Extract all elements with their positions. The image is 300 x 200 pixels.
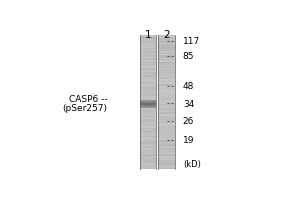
Text: --: -- — [166, 52, 176, 61]
Text: 2: 2 — [163, 30, 170, 40]
Text: 48: 48 — [183, 82, 194, 91]
Text: --: -- — [166, 117, 176, 126]
Text: 19: 19 — [183, 136, 194, 145]
Text: CASP6 --: CASP6 -- — [69, 95, 107, 104]
Text: 26: 26 — [183, 117, 194, 126]
Text: 34: 34 — [183, 100, 194, 109]
Text: --: -- — [166, 100, 176, 109]
Text: 117: 117 — [183, 37, 200, 46]
Text: (pSer257): (pSer257) — [62, 104, 107, 113]
Text: --: -- — [166, 136, 176, 145]
Text: 1: 1 — [145, 30, 151, 40]
Text: --: -- — [166, 37, 176, 46]
Text: 85: 85 — [183, 52, 194, 61]
Text: (kD): (kD) — [183, 160, 201, 169]
Text: --: -- — [166, 82, 176, 91]
